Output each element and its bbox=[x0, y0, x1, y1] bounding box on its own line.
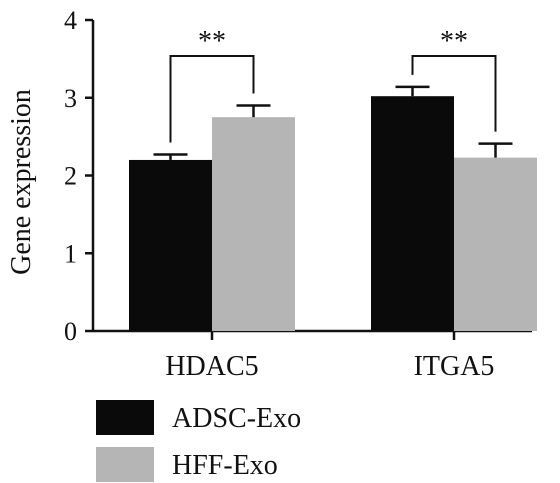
y-tick-label: 1 bbox=[64, 239, 77, 268]
bar-adsc-exo-itga5 bbox=[371, 96, 454, 331]
y-tick-label: 0 bbox=[64, 317, 77, 346]
bar-hff-exo-itga5 bbox=[454, 157, 537, 331]
significance-annotations: ** ** bbox=[169, 26, 497, 143]
y-axis-label: Gene expression bbox=[6, 89, 37, 275]
x-tick-label-itga5: ITGA5 bbox=[414, 351, 495, 382]
bar-hff-exo-hdac5 bbox=[212, 117, 295, 331]
y-tick-label: 2 bbox=[64, 162, 77, 191]
legend-swatch-adsc-exo bbox=[96, 400, 154, 435]
legend-swatch-hff-exo bbox=[96, 447, 154, 482]
bar-adsc-exo-hdac5 bbox=[129, 159, 212, 331]
legend-label-hff-exo: HFF-Exo bbox=[172, 450, 278, 481]
significance-label: ** bbox=[198, 26, 226, 57]
legend-label-adsc-exo: ADSC-Exo bbox=[172, 403, 301, 434]
y-tick-label: 4 bbox=[64, 6, 77, 35]
legend: ADSC-Exo HFF-Exo bbox=[96, 400, 301, 482]
significance-bracket bbox=[411, 55, 497, 132]
significance-label: ** bbox=[440, 26, 468, 57]
bars bbox=[129, 85, 537, 331]
x-tick-label-hdac5: HDAC5 bbox=[165, 351, 258, 382]
axes: 0 1 2 3 4 HDAC5 ITGA5 bbox=[64, 6, 532, 382]
significance-bracket bbox=[169, 55, 255, 143]
y-tick-label: 3 bbox=[64, 84, 77, 113]
